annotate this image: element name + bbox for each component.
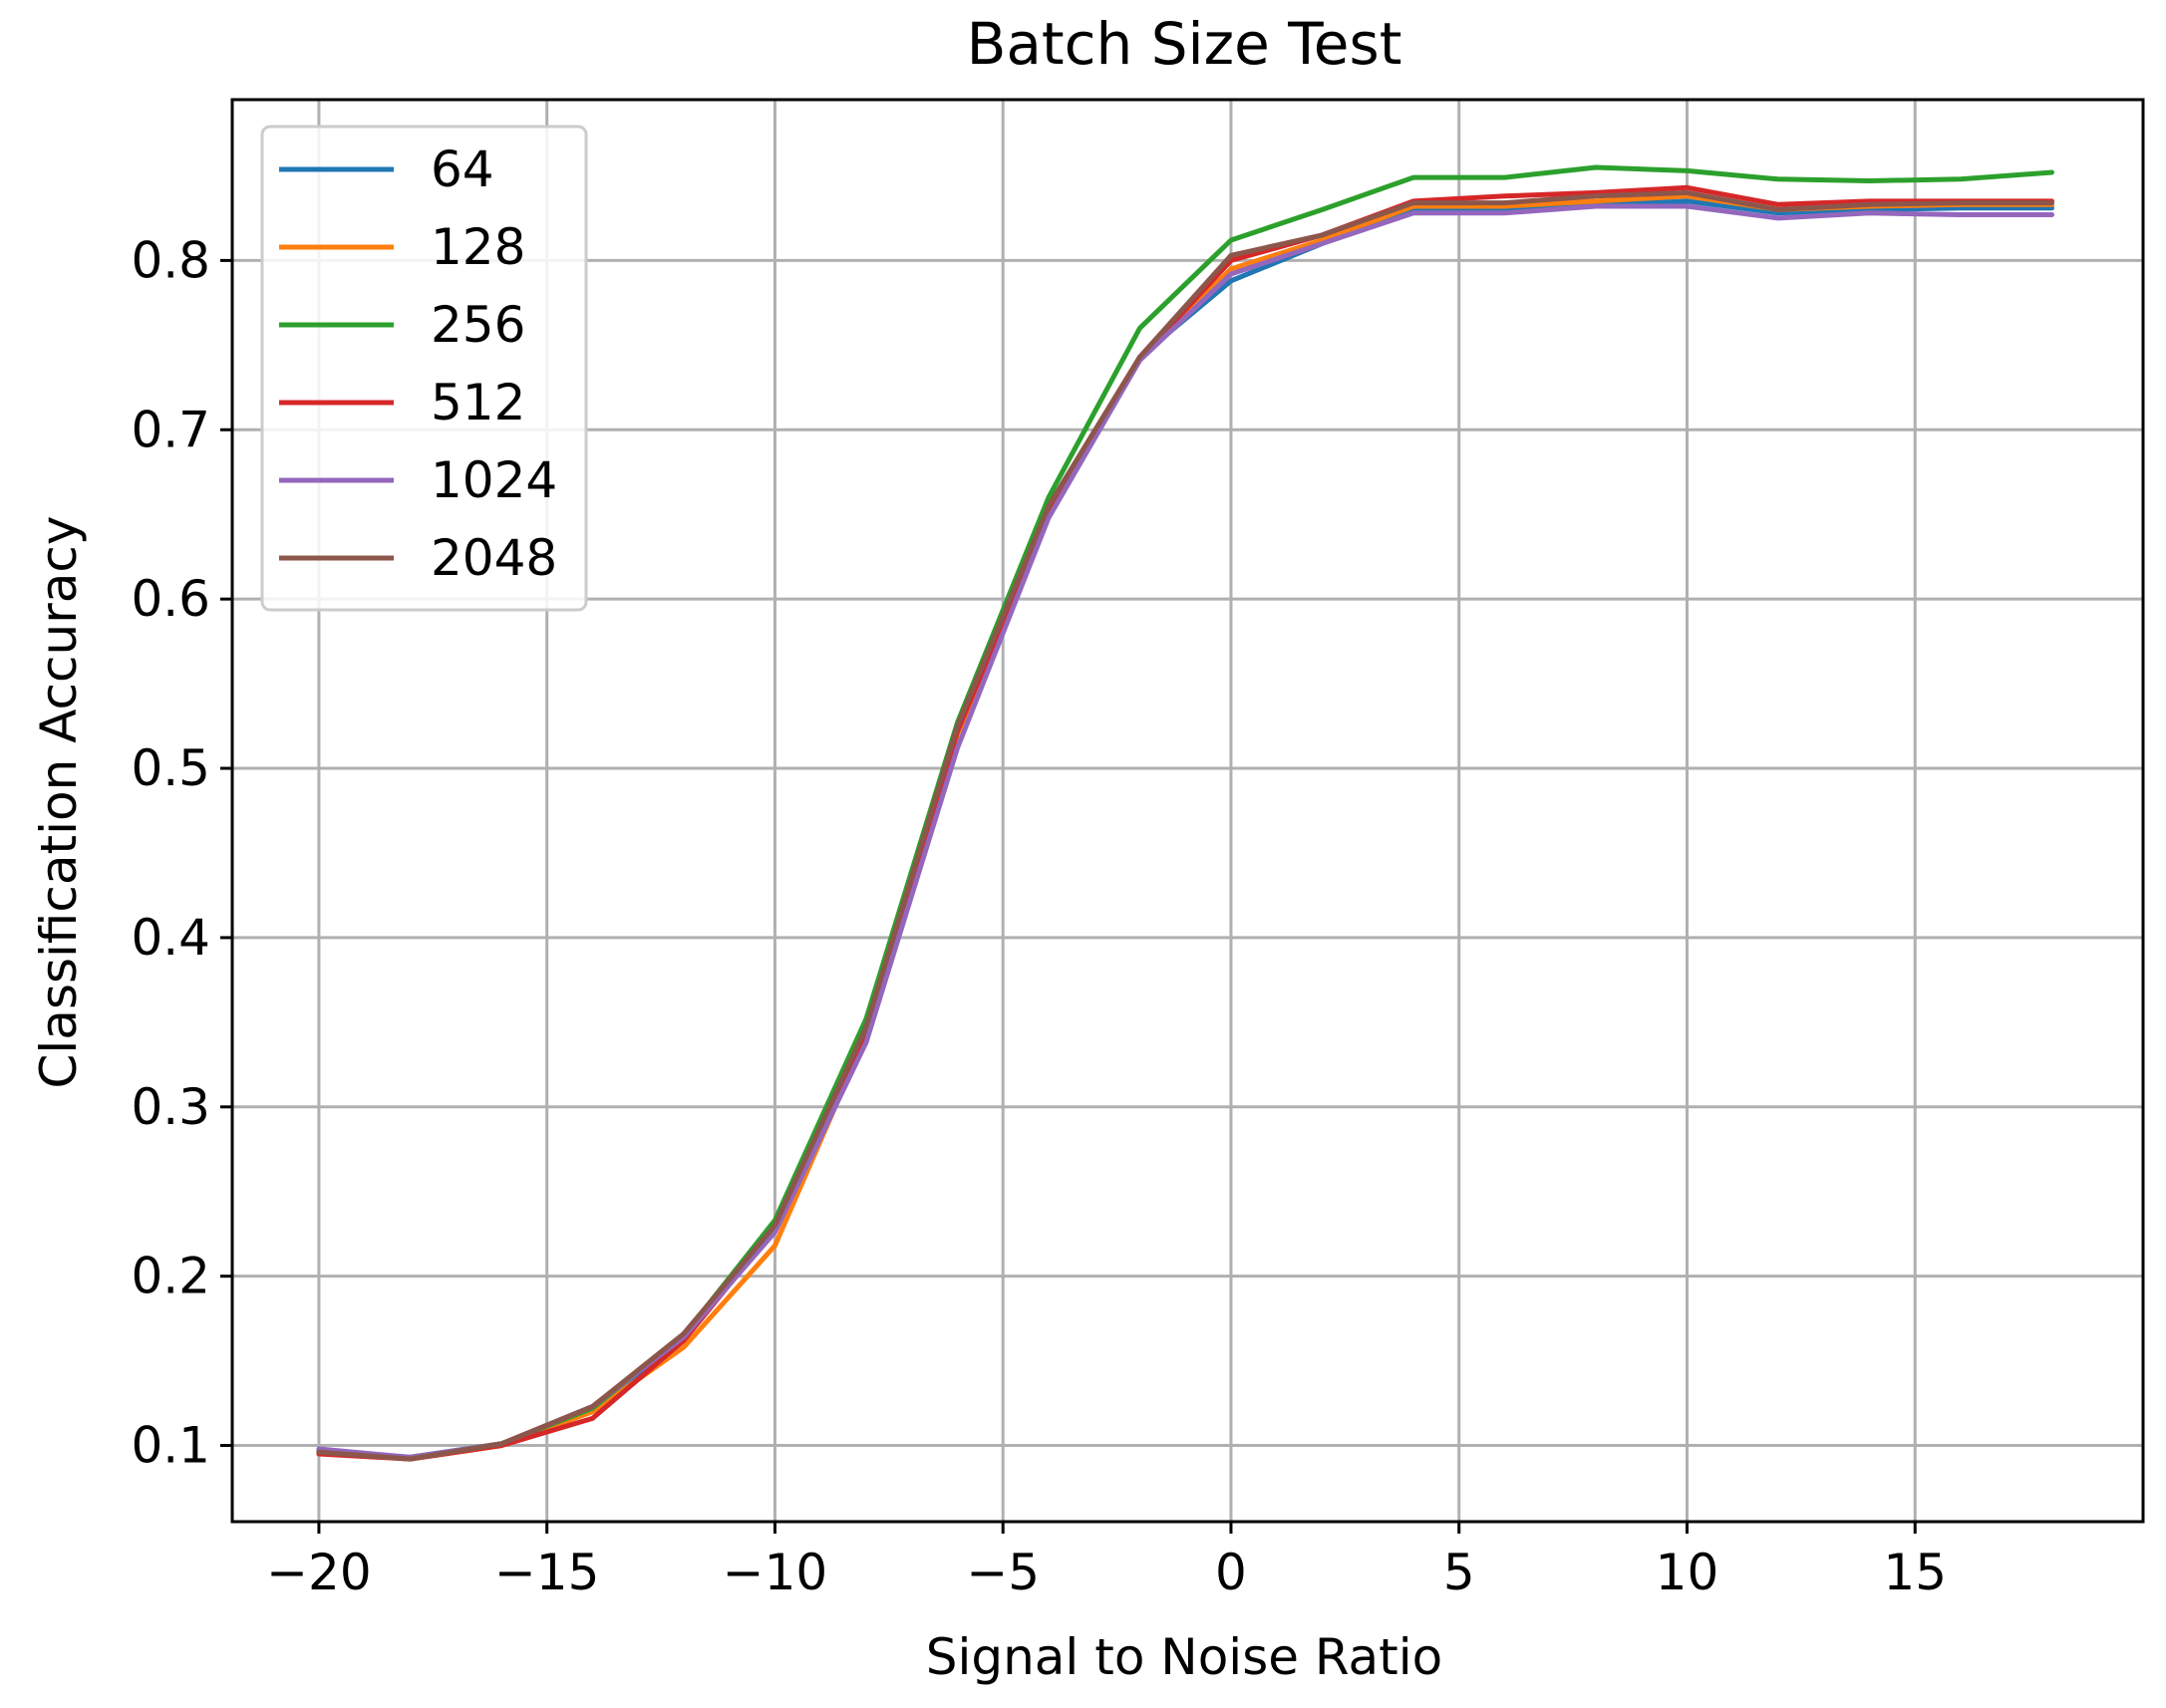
legend-label-1024: 1024 [431,451,557,509]
y-tick-label: 0.6 [131,570,210,628]
legend-label-512: 512 [431,374,525,431]
legend-label-2048: 2048 [431,529,557,587]
legend-label-64: 64 [431,141,494,198]
y-axis-label: Classification Accuracy [30,516,88,1089]
x-tick-label: 5 [1443,1544,1475,1601]
x-tick-label: 15 [1883,1544,1947,1601]
y-tick-label: 0.8 [131,231,210,289]
legend-label-128: 128 [431,218,525,276]
series-line-2048 [316,189,2054,1462]
y-tick-label: 0.5 [131,739,210,797]
legend-label-256: 256 [431,296,525,354]
series-layer [316,164,2054,1462]
y-tick-label: 0.4 [131,909,210,967]
x-tick-label: 0 [1215,1544,1247,1601]
x-tick-label: −5 [966,1544,1040,1601]
y-tick-label: 0.2 [131,1248,210,1305]
x-tick-label: −15 [494,1544,600,1601]
x-axis-label: Signal to Noise Ratio [926,1628,1443,1686]
y-tick-label: 0.7 [131,401,210,458]
legend: 64 128 256 512 1024 2048 [260,125,588,612]
y-tick-label: 0.1 [131,1417,210,1475]
chart-title: Batch Size Test [967,10,1402,78]
tick-layer: −20 −15 −10 −5 0 5 10 15 0.1 0.2 0.3 0.4 0.5 0.6 0.7 0.… [131,231,1947,1601]
legend-items: 64 128 256 512 1024 2048 [279,141,557,587]
x-tick-label: 10 [1656,1544,1719,1601]
x-tick-label: −20 [266,1544,372,1601]
y-tick-label: 0.3 [131,1078,210,1136]
plot-frame [230,98,2145,1524]
x-tick-label: −10 [723,1544,828,1601]
grid-layer [232,100,2143,1522]
